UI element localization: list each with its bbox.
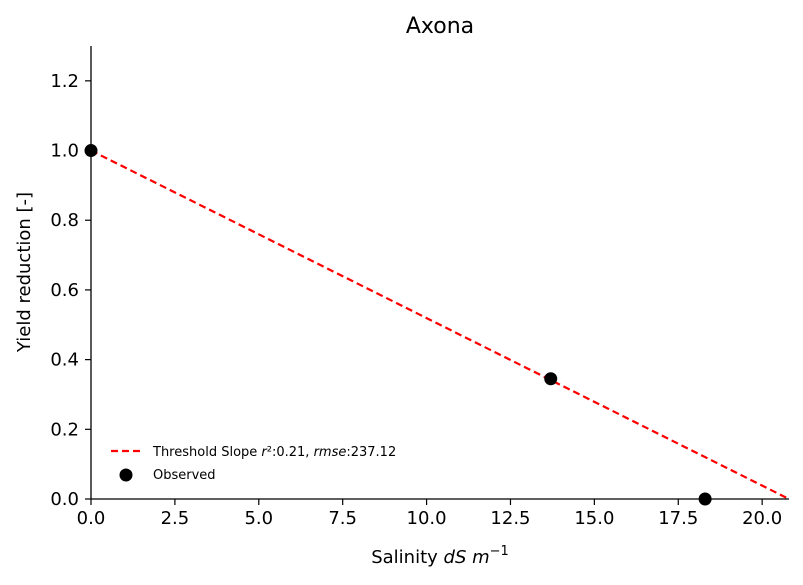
legend: Threshold Slope r²:0.21, rmse:237.12 Obs… <box>111 445 396 483</box>
x-ticks: 0.0 2.5 5.0 7.5 10.0 12.5 15.0 17.5 20.0 <box>77 499 782 529</box>
observed-point <box>544 372 558 386</box>
y-tick-label: 0.0 <box>50 489 79 510</box>
y-tick-label: 1.2 <box>50 71 79 92</box>
x-tick-label: 17.5 <box>658 508 698 529</box>
chart-title: Axona <box>406 14 474 39</box>
x-tick-label: 2.5 <box>161 508 190 529</box>
x-tick-label: 10.0 <box>407 508 447 529</box>
legend-label-observed: Observed <box>153 468 216 483</box>
y-ticks: 0.0 0.2 0.4 0.6 0.8 1.0 1.2 <box>50 71 91 510</box>
y-tick-label: 0.4 <box>50 350 79 371</box>
y-tick-label: 0.2 <box>50 419 79 440</box>
threshold-slope-line <box>90 149 790 500</box>
y-tick-label: 1.0 <box>50 141 79 162</box>
x-tick-label: 20.0 <box>742 508 782 529</box>
y-axis-label: Yield reduction [-] <box>14 192 35 353</box>
x-tick-label: 5.0 <box>244 508 273 529</box>
x-tick-label: 12.5 <box>490 508 530 529</box>
x-axis-label: Salinity dS m−1 <box>371 544 509 568</box>
x-tick-label: 0.0 <box>77 508 106 529</box>
y-tick-label: 0.8 <box>50 210 79 231</box>
x-tick-label: 15.0 <box>574 508 614 529</box>
legend-label-threshold-slope: Threshold Slope r²:0.21, rmse:237.12 <box>152 445 396 460</box>
y-tick-label: 0.6 <box>50 280 79 301</box>
x-tick-label: 7.5 <box>328 508 357 529</box>
legend-marker-observed <box>119 468 133 482</box>
